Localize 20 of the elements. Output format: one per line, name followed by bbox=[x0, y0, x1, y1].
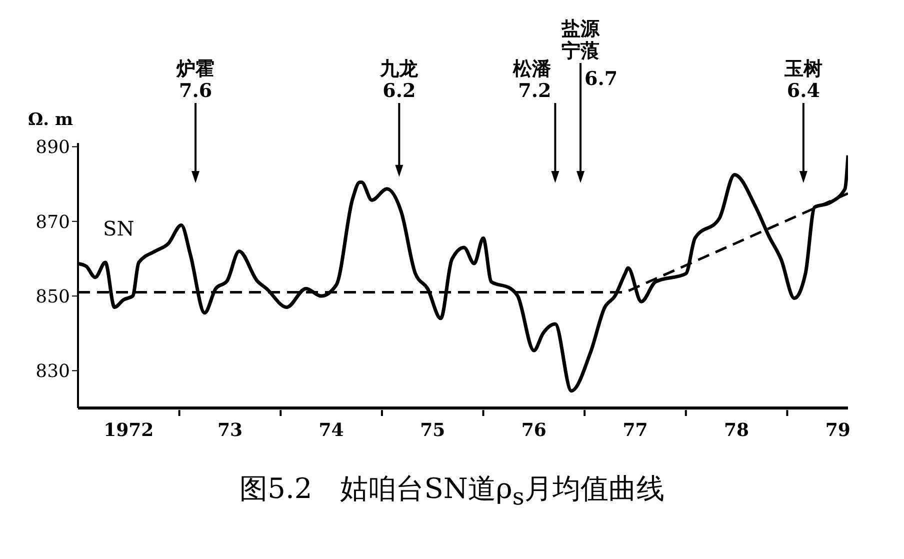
x-tick-label: 77 bbox=[622, 420, 648, 441]
x-tick-label: 1972 bbox=[104, 420, 154, 441]
x-tick-label: 74 bbox=[318, 420, 344, 441]
y-tick-label: 890 bbox=[36, 137, 70, 158]
x-tick-label: 73 bbox=[217, 420, 243, 441]
ref-line-label: 玉树 6.4 bbox=[783, 58, 822, 102]
text: 图5.2 姑咱台SN道ρ$_{s}$月均值曲线 bbox=[238, 471, 666, 511]
y-axis-title: Ω. m bbox=[28, 110, 73, 130]
series-label: SN bbox=[103, 216, 134, 241]
x-tick-label: 79 bbox=[825, 420, 850, 441]
x-tick-label: 75 bbox=[420, 420, 446, 441]
x-tick-label: 76 bbox=[521, 420, 546, 441]
x-tick-label: 78 bbox=[724, 420, 750, 441]
ref-line-label: 盐源宁蒗 6.7 bbox=[560, 18, 618, 90]
ref-line-label: 松潘 7.2 bbox=[512, 58, 552, 102]
y-tick-label: 850 bbox=[36, 286, 70, 308]
y-tick-label: 870 bbox=[36, 212, 70, 233]
y-tick-label: 830 bbox=[36, 361, 70, 382]
ref-line-label: 九龙 6.2 bbox=[379, 58, 420, 102]
ref-line-label: 炉霍 7.6 bbox=[176, 58, 215, 102]
